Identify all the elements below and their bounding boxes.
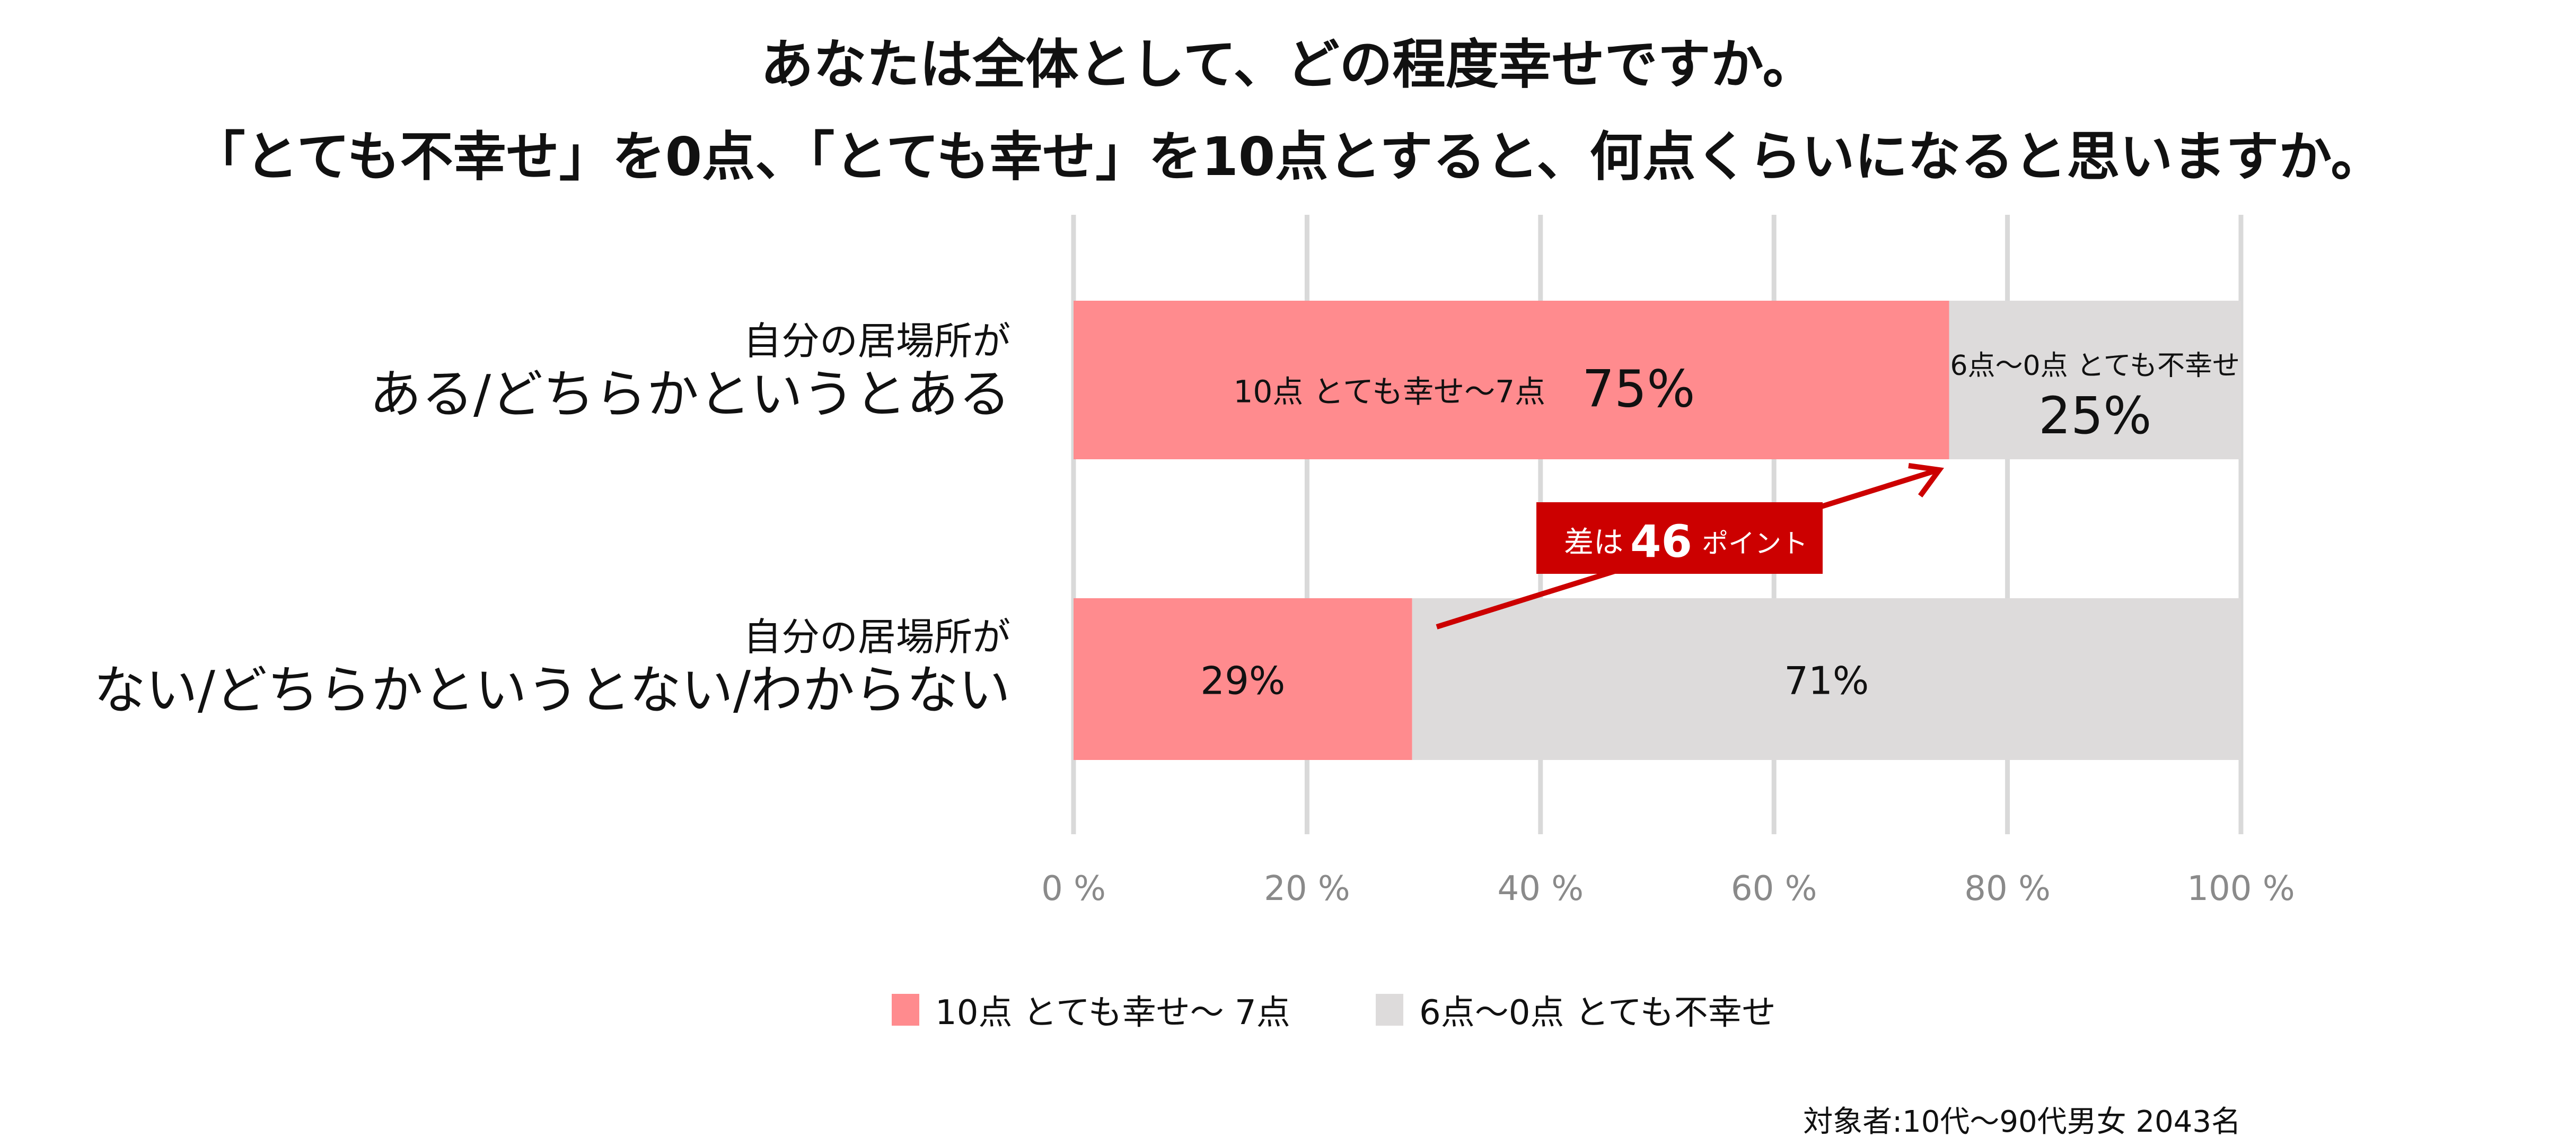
bar-caption: 10点 とても幸せ〜7点 (1233, 374, 1545, 410)
bar-segment (1949, 301, 2241, 459)
category-label-1: 自分の居場所が ある/どちらかというとある (370, 318, 1010, 426)
footnote: 対象者:10代〜90代男女 2043名 (1803, 1105, 2241, 1139)
difference-suffix: ポイント (1702, 528, 1808, 559)
category-label-1-line1: 自分の居場所が (743, 319, 1010, 363)
legend-swatch-happy (892, 994, 919, 1026)
bar-segment (1074, 301, 1949, 459)
legend-swatch-unhappy (1376, 994, 1403, 1026)
difference-value: 46 (1630, 515, 1692, 567)
chart-title-line-1: あなたは全体として、どの程度幸せですか。 (760, 33, 1816, 95)
x-tick-label: 60 % (1731, 869, 1817, 908)
data-label: 29% (1200, 659, 1285, 703)
legend-label-happy: 10点 とても幸せ〜 7点 (935, 993, 1290, 1033)
data-label: 25% (2038, 386, 2151, 445)
category-label-2-line1: 自分の居場所が (743, 615, 1010, 659)
data-label: 75% (1582, 360, 1695, 419)
data-label: 71% (1784, 659, 1869, 703)
legend-item-unhappy: 6点〜0点 とても不幸せ (1376, 985, 1776, 1034)
bar-segment (1074, 598, 1412, 760)
difference-badge (1536, 502, 1823, 574)
x-tick-label: 20 % (1264, 869, 1350, 908)
bar-caption: 6点〜0点 とても不幸せ (1950, 350, 2240, 382)
x-tick-label: 0 % (1041, 869, 1106, 908)
bar-segment (1412, 598, 2241, 760)
arrow-head-icon (1908, 463, 1945, 497)
category-label-2: 自分の居場所が ない/どちらかというとない/わからない (94, 614, 1010, 722)
legend-item-happy: 10点 とても幸せ〜 7点 (892, 985, 1290, 1034)
legend-label-unhappy: 6点〜0点 とても不幸せ (1419, 993, 1776, 1033)
chart-title-line-2: 「とても不幸せ」を0点、「とても幸せ」を10点とすると、何点くらいになると思いま… (192, 126, 2384, 188)
x-tick-label: 40 % (1498, 869, 1584, 908)
x-tick-label: 80 % (1964, 869, 2051, 908)
x-tick-label: 100 % (2187, 869, 2294, 908)
category-label-2-line2: ない/どちらかというとない/わからない (93, 660, 1010, 721)
difference-prefix: 差は (1564, 526, 1623, 560)
category-label-1-line2: ある/どちらかというとある (369, 364, 1010, 425)
